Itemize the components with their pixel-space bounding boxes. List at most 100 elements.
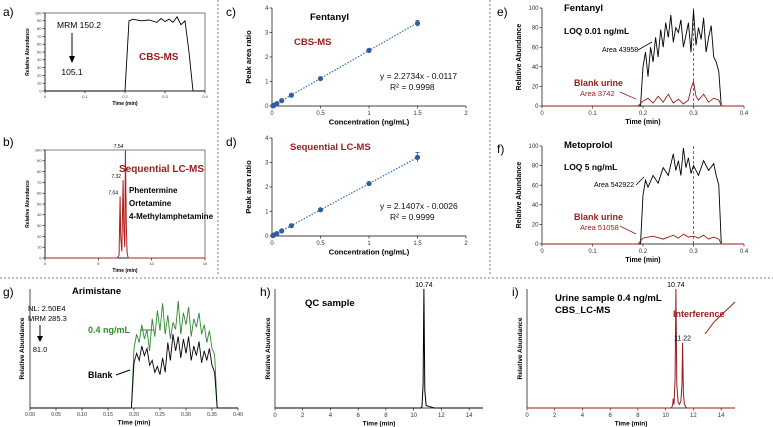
y-tick-label: 0 [39,255,42,260]
panel-label: b) [3,135,14,149]
panel-g: g) 0.00 0.05 0.10 0.15 0.20 0.25 0.30 0.35 0.40 Ti… [3,285,243,427]
x-axis-label: Time (min) [112,101,138,107]
y-tick-label: 100 [528,144,539,150]
y-tick-label: 50 [37,49,42,54]
x-tick-label: 0.2 [122,94,128,99]
x-tick-label: 2 [301,413,305,419]
chart-title: Urine sample 0.4 ng/mL [555,293,662,304]
y-tick-label: 30 [37,223,42,228]
x-tick-label: 0 [270,111,274,117]
annotation-blank: Blank urine [574,78,623,88]
panel-label: d) [226,135,237,149]
x-tick-label: 6 [609,413,613,419]
x-tick-label: 0.2 [639,111,648,117]
x-tick-label: 0 [273,413,277,419]
x-tick-label: 1 [367,111,371,117]
peak-label: 7.32 [111,174,121,180]
series-line [45,149,205,259]
annotation-method: CBS_LC-MS [555,305,610,316]
x-tick-label: 0.10 [77,412,87,418]
y-tick-label: 80 [37,26,42,31]
y-axis-label: Relative Abundance [517,317,524,379]
x-tick-label: 0.4 [740,111,749,117]
annotation-method: Sequential LC-MS [119,164,204,175]
x-tick-label: 0.4 [740,249,749,255]
panel-c: c) 0 0.5 1 1.5 2 0 1 2 3 4 Concentration (ng/mL) Pea… [226,5,468,127]
arrow-shaft [637,41,653,51]
arrow-shaft [619,225,637,235]
y-tick-label: 3 [265,31,269,37]
x-tick-label: 15 [203,261,208,266]
x-tick-label: 14 [466,413,473,419]
y-tick-label: 10 [37,81,42,86]
data-point [414,20,421,27]
chart-title: Fentanyl [564,3,603,14]
y-tick-label: 0 [39,88,42,93]
annotation-blank: Blank [88,370,114,380]
y-tick-label: 90 [37,18,42,23]
annotation-method: Sequential LC-MS [290,142,371,153]
peak-label: 7.54 [114,144,124,150]
y-tick-label: 4 [265,136,269,142]
y-axis-label: Peak area ratio [244,160,253,214]
panel-h: h) 0 2 4 6 8 10 12 14 Time (min) Relative Abundanc… [260,282,483,427]
fit-equation: y = 2.1407x - 0.0026 [380,201,458,211]
x-axis-label: Time (min) [625,119,660,126]
y-tick-label: 80 [532,164,539,170]
y-tick-label: 40 [37,57,42,62]
x-tick-label: 0.35 [207,412,217,418]
annotation-area-blank: Area 3742 [580,89,615,98]
x-tick-label: 8 [636,413,640,419]
panel-label: c) [226,5,236,19]
panel-d: d) 0 0.5 1 1.5 2 0 1 2 3 4 Concentration (ng/mL) Pea… [226,135,468,257]
x-tick-label: 0.15 [103,412,113,418]
annotation-mrm: MRM 150.2 [57,20,101,30]
series-line [45,16,205,92]
panel-f: f) 0 0.1 0.2 0.3 0.4 0 20 40 60 80 100 Time (min) Rel… [497,140,749,264]
y-tick-label: 10 [37,245,42,250]
y-tick-label: 60 [532,45,539,51]
arrow-shaft [635,176,645,186]
y-tick-label: 40 [532,65,539,71]
series-line [542,79,744,107]
x-tick-label: 0.5 [316,241,325,247]
x-tick-label: 0 [540,249,544,255]
y-tick-label: 30 [37,65,42,70]
x-tick-label: 2 [464,241,468,247]
y-tick-label: 100 [528,6,539,12]
data-point [414,154,421,160]
x-tick-label: 6 [357,413,361,419]
series-line [542,233,744,245]
annotation-blank: Blank urine [574,212,623,222]
x-tick-label: 0.30 [181,412,191,418]
x-tick-label: 0.25 [155,412,165,418]
x-tick-label: 0.3 [162,94,168,99]
annotation-method: CBS-MS [139,52,179,63]
y-axis-label: Relative Abundance [516,162,523,229]
x-tick-label: 0 [540,111,544,117]
peak-label: 10.74 [667,282,685,289]
y-tick-label: 2 [265,185,269,191]
x-tick-label: 10 [410,413,417,419]
x-axis-label: Time (min) [615,421,648,427]
fit-r2: R² = 0.9998 [390,82,435,92]
chart-title: Arimistane [72,286,121,297]
x-axis-label: Time (min) [625,257,660,264]
fit-line [271,156,418,237]
series-line [542,9,744,107]
arrow-head [69,56,75,63]
x-tick-label: 12 [690,413,697,419]
y-tick-label: 70 [37,180,42,185]
y-axis-label: Relative Abundance [516,24,523,91]
data-point [274,100,280,107]
x-axis-label: Time (min) [363,421,396,427]
y-tick-label: 60 [532,183,539,189]
chart-title: QC sample [305,298,355,309]
data-point [274,230,280,237]
x-tick-label: 4 [581,413,585,419]
x-tick-label: 2 [464,111,468,117]
panel-label: h) [260,285,271,299]
arrow-shaft [713,301,736,323]
y-axis-label: Relative Abundance [19,317,26,379]
